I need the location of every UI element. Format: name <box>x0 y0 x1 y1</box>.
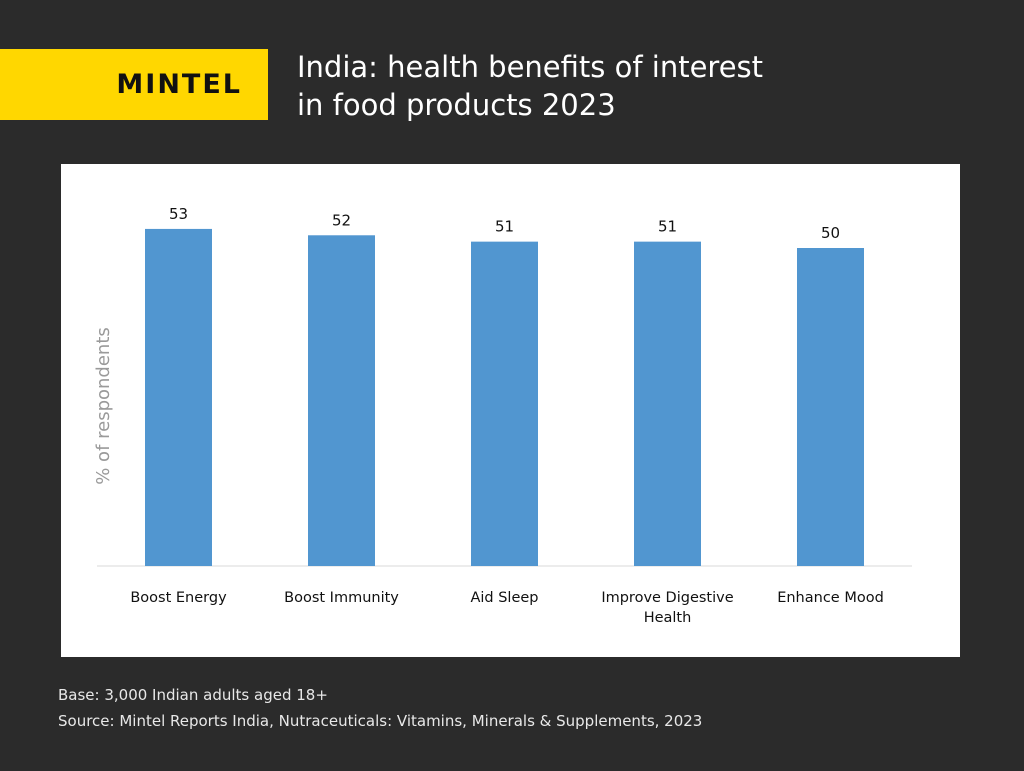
chart-title-line-1: India: health benefits of interest <box>297 50 764 84</box>
data-label-3: 51 <box>658 218 677 236</box>
x-tick-label-line: Boost Energy <box>130 590 227 606</box>
x-tick-label-line: Enhance Mood <box>777 590 884 606</box>
x-tick-label-line: Health <box>644 610 692 626</box>
data-label-1: 52 <box>332 211 351 229</box>
chart-panel: % of respondents 53 Boost Energy 52 Boost Im… <box>61 164 960 657</box>
y-axis-label: % of respondents <box>93 327 114 485</box>
data-label-4: 50 <box>821 224 840 242</box>
bar-3 <box>634 241 701 566</box>
bar-4 <box>797 248 864 566</box>
data-label-2: 51 <box>495 218 514 236</box>
base-note: Base: 3,000 Indian adults aged 18+ <box>58 686 328 704</box>
chart-title: India: health benefits of interest in fo… <box>297 48 763 124</box>
x-tick-label-4: Enhance Mood <box>777 590 884 606</box>
x-tick-label-3: Improve Digestive Health <box>601 590 733 626</box>
bar-1 <box>308 235 375 566</box>
bar-chart: % of respondents 53 Boost Energy 52 Boost Im… <box>93 205 912 626</box>
x-tick-label-line: Boost Immunity <box>284 590 399 606</box>
logo-text: MINTEL <box>116 69 242 100</box>
x-tick-label-line: Improve Digestive <box>601 590 733 606</box>
mintel-logo: MINTEL <box>0 49 268 120</box>
source-note: Source: Mintel Reports India, Nutraceuti… <box>58 712 703 730</box>
data-label-0: 53 <box>169 205 188 223</box>
chart-title-line-2: in food products 2023 <box>297 88 616 122</box>
x-tick-label-0: Boost Energy <box>130 590 227 606</box>
bar-0 <box>145 228 212 567</box>
x-tick-label-1: Boost Immunity <box>284 590 399 606</box>
bar-2 <box>471 241 538 566</box>
x-tick-label-2: Aid Sleep <box>470 590 538 606</box>
chart-footer: Base: 3,000 Indian adults aged 18+ Sourc… <box>58 682 702 734</box>
x-tick-label-line: Aid Sleep <box>470 590 538 606</box>
